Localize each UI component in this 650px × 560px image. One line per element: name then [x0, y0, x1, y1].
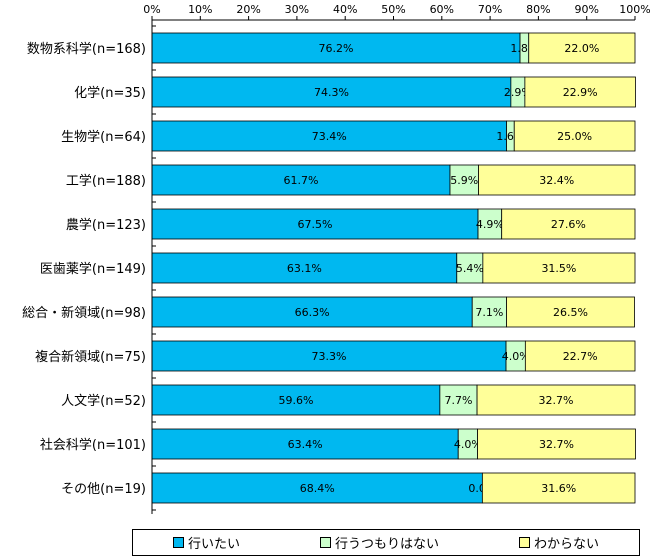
- legend-swatch-1: [319, 537, 331, 548]
- category-label: 人文学(n=52): [61, 393, 146, 409]
- x-tick-label: 20%: [236, 3, 260, 16]
- bar-segment: [151, 32, 521, 64]
- category-label: その他(n=19): [61, 482, 146, 497]
- x-tick-label: 80%: [526, 3, 550, 16]
- data-label: 7.7%: [444, 394, 472, 407]
- bar-segment: [482, 252, 636, 284]
- bar-segment: [151, 252, 458, 284]
- category-label: 医歯薬学(n=149): [40, 261, 146, 277]
- data-label: 74.3%: [314, 86, 349, 99]
- data-label: 68.4%: [300, 482, 335, 495]
- legend-label-2: わからない: [533, 537, 599, 552]
- data-label: 4.0%: [502, 350, 530, 363]
- bar-segment: [476, 384, 636, 416]
- legend-item-0: 行いたい: [172, 533, 240, 552]
- x-tick-label: 60%: [430, 3, 454, 16]
- x-tick-label: 100%: [619, 3, 650, 16]
- x-tick-label: 30%: [285, 3, 309, 16]
- data-label: 22.7%: [563, 350, 598, 363]
- data-label: 32.7%: [539, 394, 574, 407]
- data-label: 67.5%: [298, 218, 333, 231]
- legend-item-2: わからない: [518, 533, 599, 552]
- legend-item-1: 行うつもりはない: [319, 533, 439, 552]
- bar-segment: [481, 472, 636, 504]
- bar-segment: [477, 428, 636, 460]
- bar-segment: [513, 120, 636, 152]
- category-label: 農学(n=123): [66, 217, 146, 233]
- bar-segment: [478, 164, 636, 196]
- x-tick-label: 40%: [333, 3, 357, 16]
- legend-label-0: 行いたい: [187, 537, 240, 552]
- data-label: 4.0%: [454, 438, 482, 451]
- bar-segment: [471, 296, 507, 328]
- data-label: 7.1%: [475, 306, 503, 319]
- data-label: 31.6%: [541, 482, 576, 495]
- category-label: 工学(n=188): [66, 173, 146, 189]
- data-label: 25.0%: [557, 130, 592, 143]
- data-label: 63.1%: [287, 262, 322, 275]
- bar-segment: [151, 340, 507, 372]
- data-label: 32.7%: [539, 438, 574, 451]
- category-label: 化学(n=35): [74, 85, 146, 101]
- bar-segment: [151, 472, 483, 504]
- data-label: 22.0%: [564, 42, 599, 55]
- category-label: 複合新領域(n=75): [35, 349, 146, 365]
- bar-segment: [151, 208, 479, 240]
- category-label: 総合・新領域(n=98): [22, 305, 146, 321]
- bar-segment: [449, 164, 479, 196]
- data-label: 73.3%: [312, 350, 347, 363]
- chart-canvas: 0% 10% 20% 30% 40% 50% 60% 70% 80% 90% 100% 数物系科学(n…: [22, 3, 650, 514]
- category-label: 生物学(n=64): [61, 129, 146, 145]
- chart-legend: 行いたい 行うつもりはない わからない: [132, 529, 640, 556]
- data-label: 76.2%: [319, 42, 354, 55]
- x-tick-label: 0%: [143, 3, 160, 16]
- bar-segment: [528, 32, 636, 64]
- data-label: 5.4%: [456, 262, 484, 275]
- x-tick-label: 90%: [574, 3, 598, 16]
- bar-segment: [506, 296, 635, 328]
- data-label: 26.5%: [553, 306, 588, 319]
- x-tick-label: 10%: [188, 3, 212, 16]
- data-label: 61.7%: [284, 174, 319, 187]
- data-label: 4.9%: [476, 218, 504, 231]
- x-tick-label: 70%: [478, 3, 502, 16]
- data-label: 27.6%: [551, 218, 586, 231]
- legend-swatch-2: [518, 537, 530, 548]
- data-label: 32.4%: [539, 174, 574, 187]
- data-label: 63.4%: [288, 438, 323, 451]
- x-tick-label: 50%: [381, 3, 405, 16]
- bar-segment: [456, 252, 484, 284]
- bar-segment: [151, 76, 512, 108]
- data-label: 31.5%: [541, 262, 576, 275]
- data-label: 66.3%: [295, 306, 330, 319]
- bar-segment: [151, 296, 473, 328]
- data-label: 22.9%: [563, 86, 598, 99]
- category-label: 数物系科学(n=168): [27, 41, 146, 57]
- category-label: 社会科学(n=101): [40, 437, 146, 453]
- legend-swatch-0: [172, 537, 184, 548]
- bar-segment: [439, 384, 478, 416]
- data-label: 5.9%: [450, 174, 478, 187]
- data-label: 59.6%: [278, 394, 313, 407]
- legend-label-1: 行うつもりはない: [334, 537, 439, 552]
- bar-segment: [501, 208, 636, 240]
- bar-segment: [524, 340, 636, 372]
- bar-segment: [151, 428, 459, 460]
- data-label: 73.4%: [312, 130, 347, 143]
- bar-segment: [524, 76, 636, 108]
